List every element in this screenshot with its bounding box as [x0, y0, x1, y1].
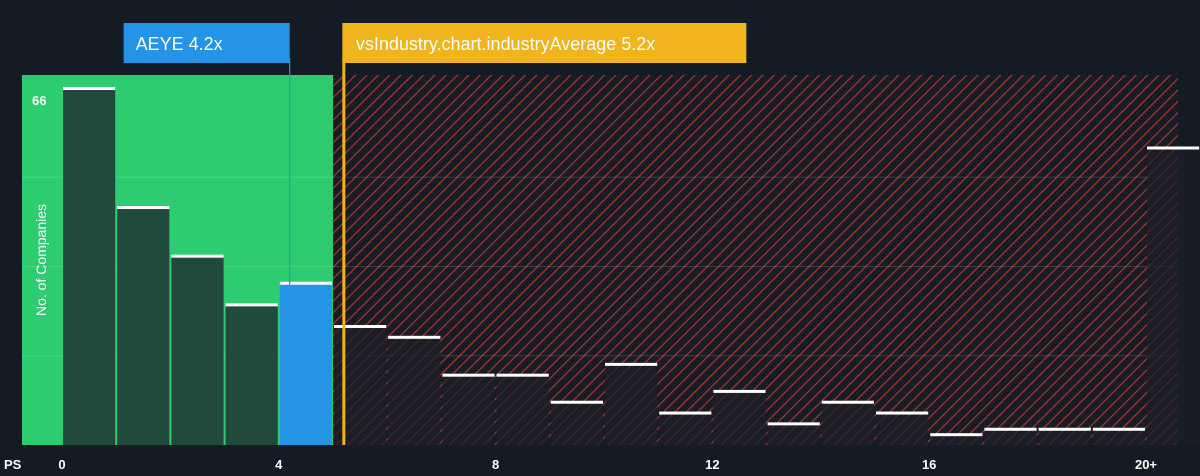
- bar-10: [605, 363, 658, 445]
- bar-cap-4: [279, 281, 332, 285]
- x-tick-4: 16: [922, 457, 936, 472]
- bar-8: [496, 374, 549, 445]
- x-tick-0: 0: [58, 457, 65, 472]
- axis-labels: PS No. of Companies 66: [4, 93, 49, 472]
- x-tick-1: 4: [275, 457, 283, 472]
- bar-cap-1: [117, 206, 170, 209]
- bar-17: [984, 428, 1037, 445]
- bar-cap-16: [930, 433, 983, 437]
- bar-1: [117, 207, 170, 445]
- bar-4: [279, 282, 332, 445]
- y-axis-label: No. of Companies: [33, 204, 49, 316]
- industry-callout-box: [342, 23, 747, 63]
- industry-marker-line: [342, 58, 346, 445]
- company-callout: AEYE 4.2x: [123, 23, 290, 63]
- bar-cap-15: [876, 411, 929, 415]
- bar-cap-14: [821, 400, 874, 404]
- bar-cap-2: [171, 254, 224, 258]
- bar-5: [334, 326, 387, 445]
- bar-6: [388, 336, 441, 445]
- x-tick-labels: 0 4 8 12 16 20+: [58, 457, 1157, 472]
- bar-cap-6: [388, 335, 441, 339]
- bar-3: [225, 304, 278, 445]
- bar-cap-11: [659, 411, 712, 415]
- bar-18: [1038, 428, 1091, 445]
- bar-cap-9: [550, 400, 603, 404]
- bar-20: [1147, 147, 1200, 445]
- bar-cap-18: [1038, 427, 1091, 431]
- bar-9: [550, 401, 603, 445]
- bar-13: [767, 423, 820, 445]
- histogram-bars: [63, 87, 1200, 445]
- bar-19: [1092, 428, 1145, 445]
- bar-cap-8: [496, 373, 549, 377]
- bar-cap-17: [984, 427, 1037, 431]
- bar-12: [713, 390, 766, 445]
- bar-14: [821, 401, 874, 445]
- x-tick-3: 12: [705, 457, 719, 472]
- x-tick-2: 8: [492, 457, 499, 472]
- bar-cap-0: [63, 87, 116, 90]
- value-markers: [289, 58, 346, 445]
- bar-cap-13: [767, 422, 820, 426]
- bar-cap-19: [1092, 427, 1145, 431]
- y-max-label: 66: [32, 93, 46, 108]
- bar-2: [171, 255, 224, 445]
- bar-cap-12: [713, 389, 766, 393]
- bar-11: [659, 412, 712, 445]
- bar-cap-10: [605, 362, 658, 366]
- bar-cap-3: [225, 303, 278, 307]
- industry-callout: vsIndustry.chart.industryAverage 5.2x: [342, 23, 747, 63]
- bar-15: [876, 412, 929, 445]
- bar-cap-7: [442, 373, 495, 377]
- company-callout-label: AEYE 4.2x: [136, 34, 223, 54]
- x-axis-label: PS: [4, 457, 22, 472]
- bar-16: [930, 434, 983, 445]
- bar-7: [442, 374, 495, 445]
- bar-cap-5: [334, 325, 387, 328]
- industry-callout-label: vsIndustry.chart.industryAverage 5.2x: [356, 34, 655, 54]
- callouts: AEYE 4.2x vsIndustry.chart.industryAvera…: [123, 23, 747, 63]
- bar-cap-20: [1147, 146, 1200, 150]
- bar-0: [63, 88, 116, 445]
- x-tick-5: 20+: [1135, 457, 1157, 472]
- company-callout-box: [123, 23, 290, 63]
